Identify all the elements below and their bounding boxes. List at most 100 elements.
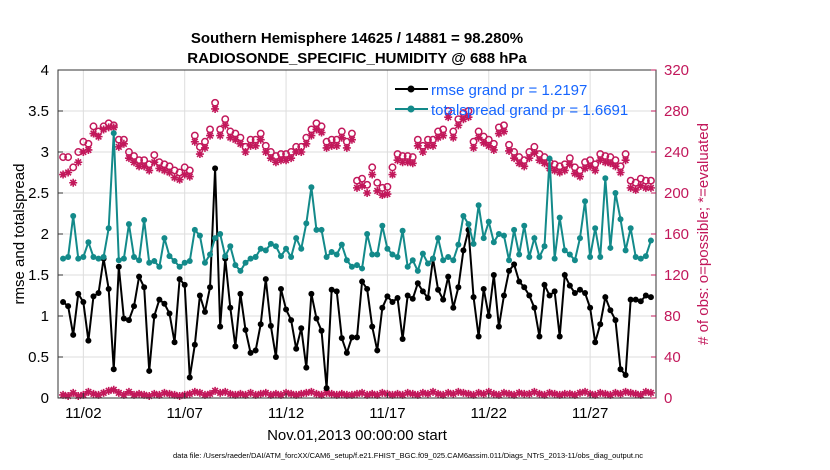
totalspread-point [531,235,538,242]
obs-evaluated-bottom-point [550,389,559,398]
obs-evaluated-point [423,141,432,150]
obs-evaluated-bottom-point [601,389,610,398]
obs-evaluated-point [140,162,149,171]
rmse-point [374,347,381,354]
obs-evaluated-point [251,141,260,150]
rmse-point [247,349,254,356]
totalspread-point [430,255,437,262]
obs-evaluated-point [586,162,595,171]
obs-evaluated-point [434,133,443,142]
rmse-point [642,292,649,299]
rmse-point [75,290,82,297]
obs-evaluated-point [641,183,650,192]
obs-evaluated-point [241,148,250,156]
y-tick-label: 1 [41,308,49,325]
totalspread-point [566,251,573,258]
obs-evaluated-bottom-point [505,389,514,398]
rmse-point [369,323,376,330]
totalspread-point [227,243,234,250]
totalspread-point [237,267,244,274]
legend-rmse-label: rmse grand pr = 1.2197 [431,82,587,99]
totalspread-point [95,255,102,262]
obs-evaluated-bottom-point [499,388,508,397]
rmse-point [495,323,502,330]
totalspread-point [632,253,639,260]
data-file-footer: data file: /Users/raeder/DAI/ATM_forcXX/… [173,451,643,460]
totalspread-point [490,239,497,246]
rmse-point [526,292,533,299]
totalspread-point [465,221,472,228]
obs-evaluated-point [190,137,199,146]
totalspread-point [60,255,67,262]
obs-evaluated-point [104,123,113,132]
rmse-point [60,299,67,306]
obs-evaluated-bottom-point [266,390,275,399]
rmse-point [232,343,239,350]
obs-evaluated-point [484,141,493,150]
totalspread-point [288,253,295,260]
y-tick-label: 2 [41,226,49,243]
obs-evaluated-bottom-point [540,390,549,399]
obs-evaluated-bottom-point [256,389,265,398]
totalspread-point [201,259,208,266]
obs-evaluated-bottom-point [535,389,544,398]
obs-evaluated-bottom-point [302,388,311,397]
obs-evaluated-point [145,166,154,175]
obs-evaluated-point [287,154,296,163]
x-tick-label: 11/27 [572,405,608,422]
obs-evaluated-point [211,104,220,113]
obs-evaluated-bottom-point [246,388,255,397]
obs-evaluated-point [388,170,397,179]
rmse-point [65,303,72,310]
rmse-point [151,313,158,319]
obs-evaluated-point [322,143,331,152]
obs-evaluated-bottom-point [606,390,615,399]
rmse-point [592,339,599,346]
totalspread-point [500,232,507,239]
obs-evaluated-bottom-point [353,389,361,398]
totalspread-point [115,257,122,264]
totalspread-point [612,190,619,196]
totalspread-point [156,263,163,270]
obs-evaluated-point [636,181,645,190]
obs-evaluated-point [575,172,584,181]
obs-evaluated-point [185,172,194,181]
totalspread-point [283,245,290,252]
rmse-point [303,364,310,371]
obs-evaluated-point [550,166,559,175]
x-axis-label: Nov.01,2013 00:00:00 start [267,427,448,444]
rmse-point [308,290,315,297]
obs-evaluated-point [206,131,215,140]
obs-evaluated-bottom-point [423,389,432,398]
rmse-point [440,296,447,303]
rmse-point [90,293,97,300]
obs-evaluated-point [150,158,159,167]
rmse-point [359,278,366,285]
obs-possible-point [59,153,68,162]
obs-evaluated-point [393,156,402,165]
obs-evaluated-bottom-point [408,389,417,398]
totalspread-point [551,255,558,262]
obs-evaluated-point [606,159,615,168]
totalspread-point [404,263,411,270]
totalspread-point [526,253,533,260]
rmse-point [186,374,193,381]
totalspread-point [419,250,426,257]
rmse-point [389,299,396,306]
rmse-point [191,341,198,348]
totalspread-point [333,251,340,258]
totalspread-point [151,258,158,265]
obs-evaluated-point [464,113,473,122]
obs-evaluated-bottom-point [84,387,93,396]
rmse-point [141,284,148,291]
obs-evaluated-point [99,125,108,134]
obs-evaluated-bottom-point [626,388,635,397]
totalspread-point [90,253,97,260]
totalspread-point [622,247,629,254]
obs-evaluated-point [540,159,549,168]
totalspread-point [141,217,148,224]
obs-evaluated-bottom-point [282,388,291,397]
obs-evaluated-point [454,121,463,130]
rmse-point [85,337,92,344]
obs-evaluated-bottom-point [216,388,225,397]
